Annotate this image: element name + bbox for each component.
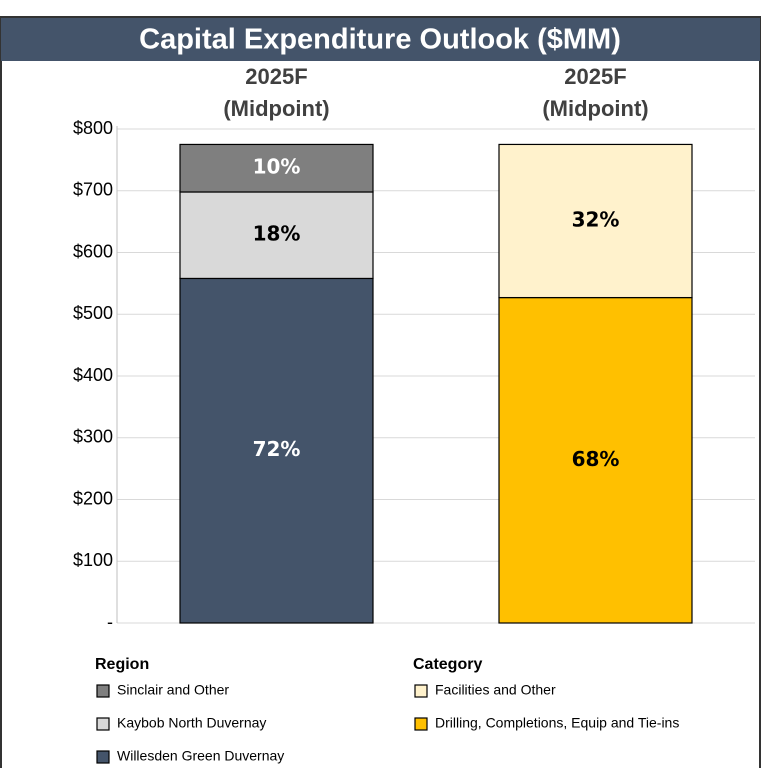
bar-segment bbox=[179, 277, 374, 624]
x-tick-label: 2025F (Midpoint) bbox=[542, 64, 648, 121]
x-tick-label-line: (Midpoint) bbox=[223, 96, 329, 121]
y-tick-label: $400 bbox=[73, 365, 113, 385]
legend-label: Kaybob North Duvernay bbox=[117, 715, 266, 731]
bar-segment bbox=[498, 296, 693, 624]
bar-segment bbox=[179, 143, 374, 193]
legend-swatch bbox=[96, 750, 110, 764]
legend-title: Category bbox=[413, 656, 482, 673]
title-band bbox=[1, 18, 760, 61]
y-tick-label: $100 bbox=[73, 550, 113, 570]
legend-title: Region bbox=[95, 656, 149, 673]
y-tick-label: $200 bbox=[73, 488, 113, 508]
legend-label: Sinclair and Other bbox=[117, 682, 229, 698]
bar-segment bbox=[498, 143, 693, 299]
data-label: 32% bbox=[572, 208, 620, 232]
x-tick-label: 2025F (Midpoint) bbox=[223, 64, 329, 121]
frame bbox=[0, 16, 761, 768]
y-tick-label: $300 bbox=[73, 427, 113, 447]
x-tick-label-line: (Midpoint) bbox=[542, 96, 648, 121]
data-label: 72% bbox=[253, 437, 301, 461]
y-tick-label: $600 bbox=[73, 241, 113, 261]
y-tick-label: - bbox=[107, 612, 113, 632]
data-label: 18% bbox=[253, 222, 301, 246]
legend-swatch bbox=[96, 717, 110, 731]
data-label: 68% bbox=[572, 447, 620, 471]
chart-title: Capital Expenditure Outlook ($MM) bbox=[139, 24, 621, 56]
y-tick-label: $500 bbox=[73, 303, 113, 323]
data-label: 10% bbox=[253, 155, 301, 179]
legend-swatch bbox=[414, 684, 428, 698]
x-tick-label-line: 2025F bbox=[564, 64, 626, 89]
legend-label: Willesden Green Duvernay bbox=[117, 748, 284, 764]
legend-label: Facilities and Other bbox=[435, 682, 556, 698]
y-tick-label: $800 bbox=[73, 118, 113, 138]
bar-segment bbox=[179, 191, 374, 280]
legend-label: Drilling, Completions, Equip and Tie-ins bbox=[435, 715, 679, 731]
legend-swatch bbox=[414, 717, 428, 731]
x-tick-label-line: 2025F bbox=[245, 64, 307, 89]
legend-swatch bbox=[96, 684, 110, 698]
y-tick-label: $700 bbox=[73, 180, 113, 200]
